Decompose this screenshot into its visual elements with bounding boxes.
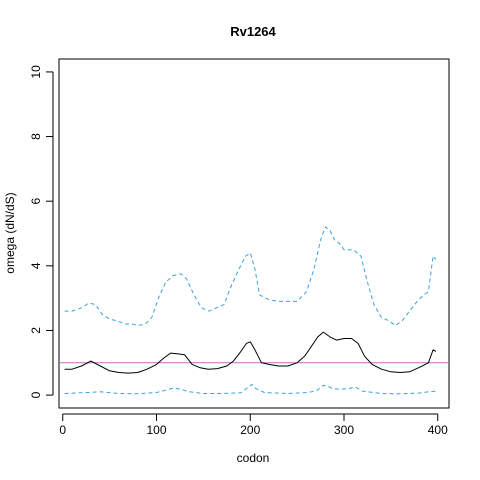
y-tick-label: 0 [29,391,43,398]
y-tick-label: 6 [29,198,43,205]
x-tick-label: 400 [428,423,448,437]
series-line-upper [64,226,437,327]
x-tick-label: 100 [146,423,166,437]
y-tick-label: 4 [29,262,43,269]
series-layer [64,226,437,395]
series-line-mean [64,331,437,374]
y-tick-label: 2 [29,327,43,334]
y-axis-label: omega (dN/dS) [3,192,17,273]
x-axis: 0 100 200 300 400 [59,413,448,437]
plot-frame [58,58,450,409]
y-tick-label: 8 [29,133,43,140]
x-tick-label: 200 [240,423,260,437]
x-tick-label: 300 [334,423,354,437]
y-axis: 0 2 4 6 8 10 [29,65,54,398]
x-tick-label: 0 [59,423,66,437]
chart-title: Rv1264 [230,24,276,39]
y-tick-label: 10 [29,65,43,79]
series-line-lower [64,383,436,395]
x-axis-label: codon [237,451,270,465]
